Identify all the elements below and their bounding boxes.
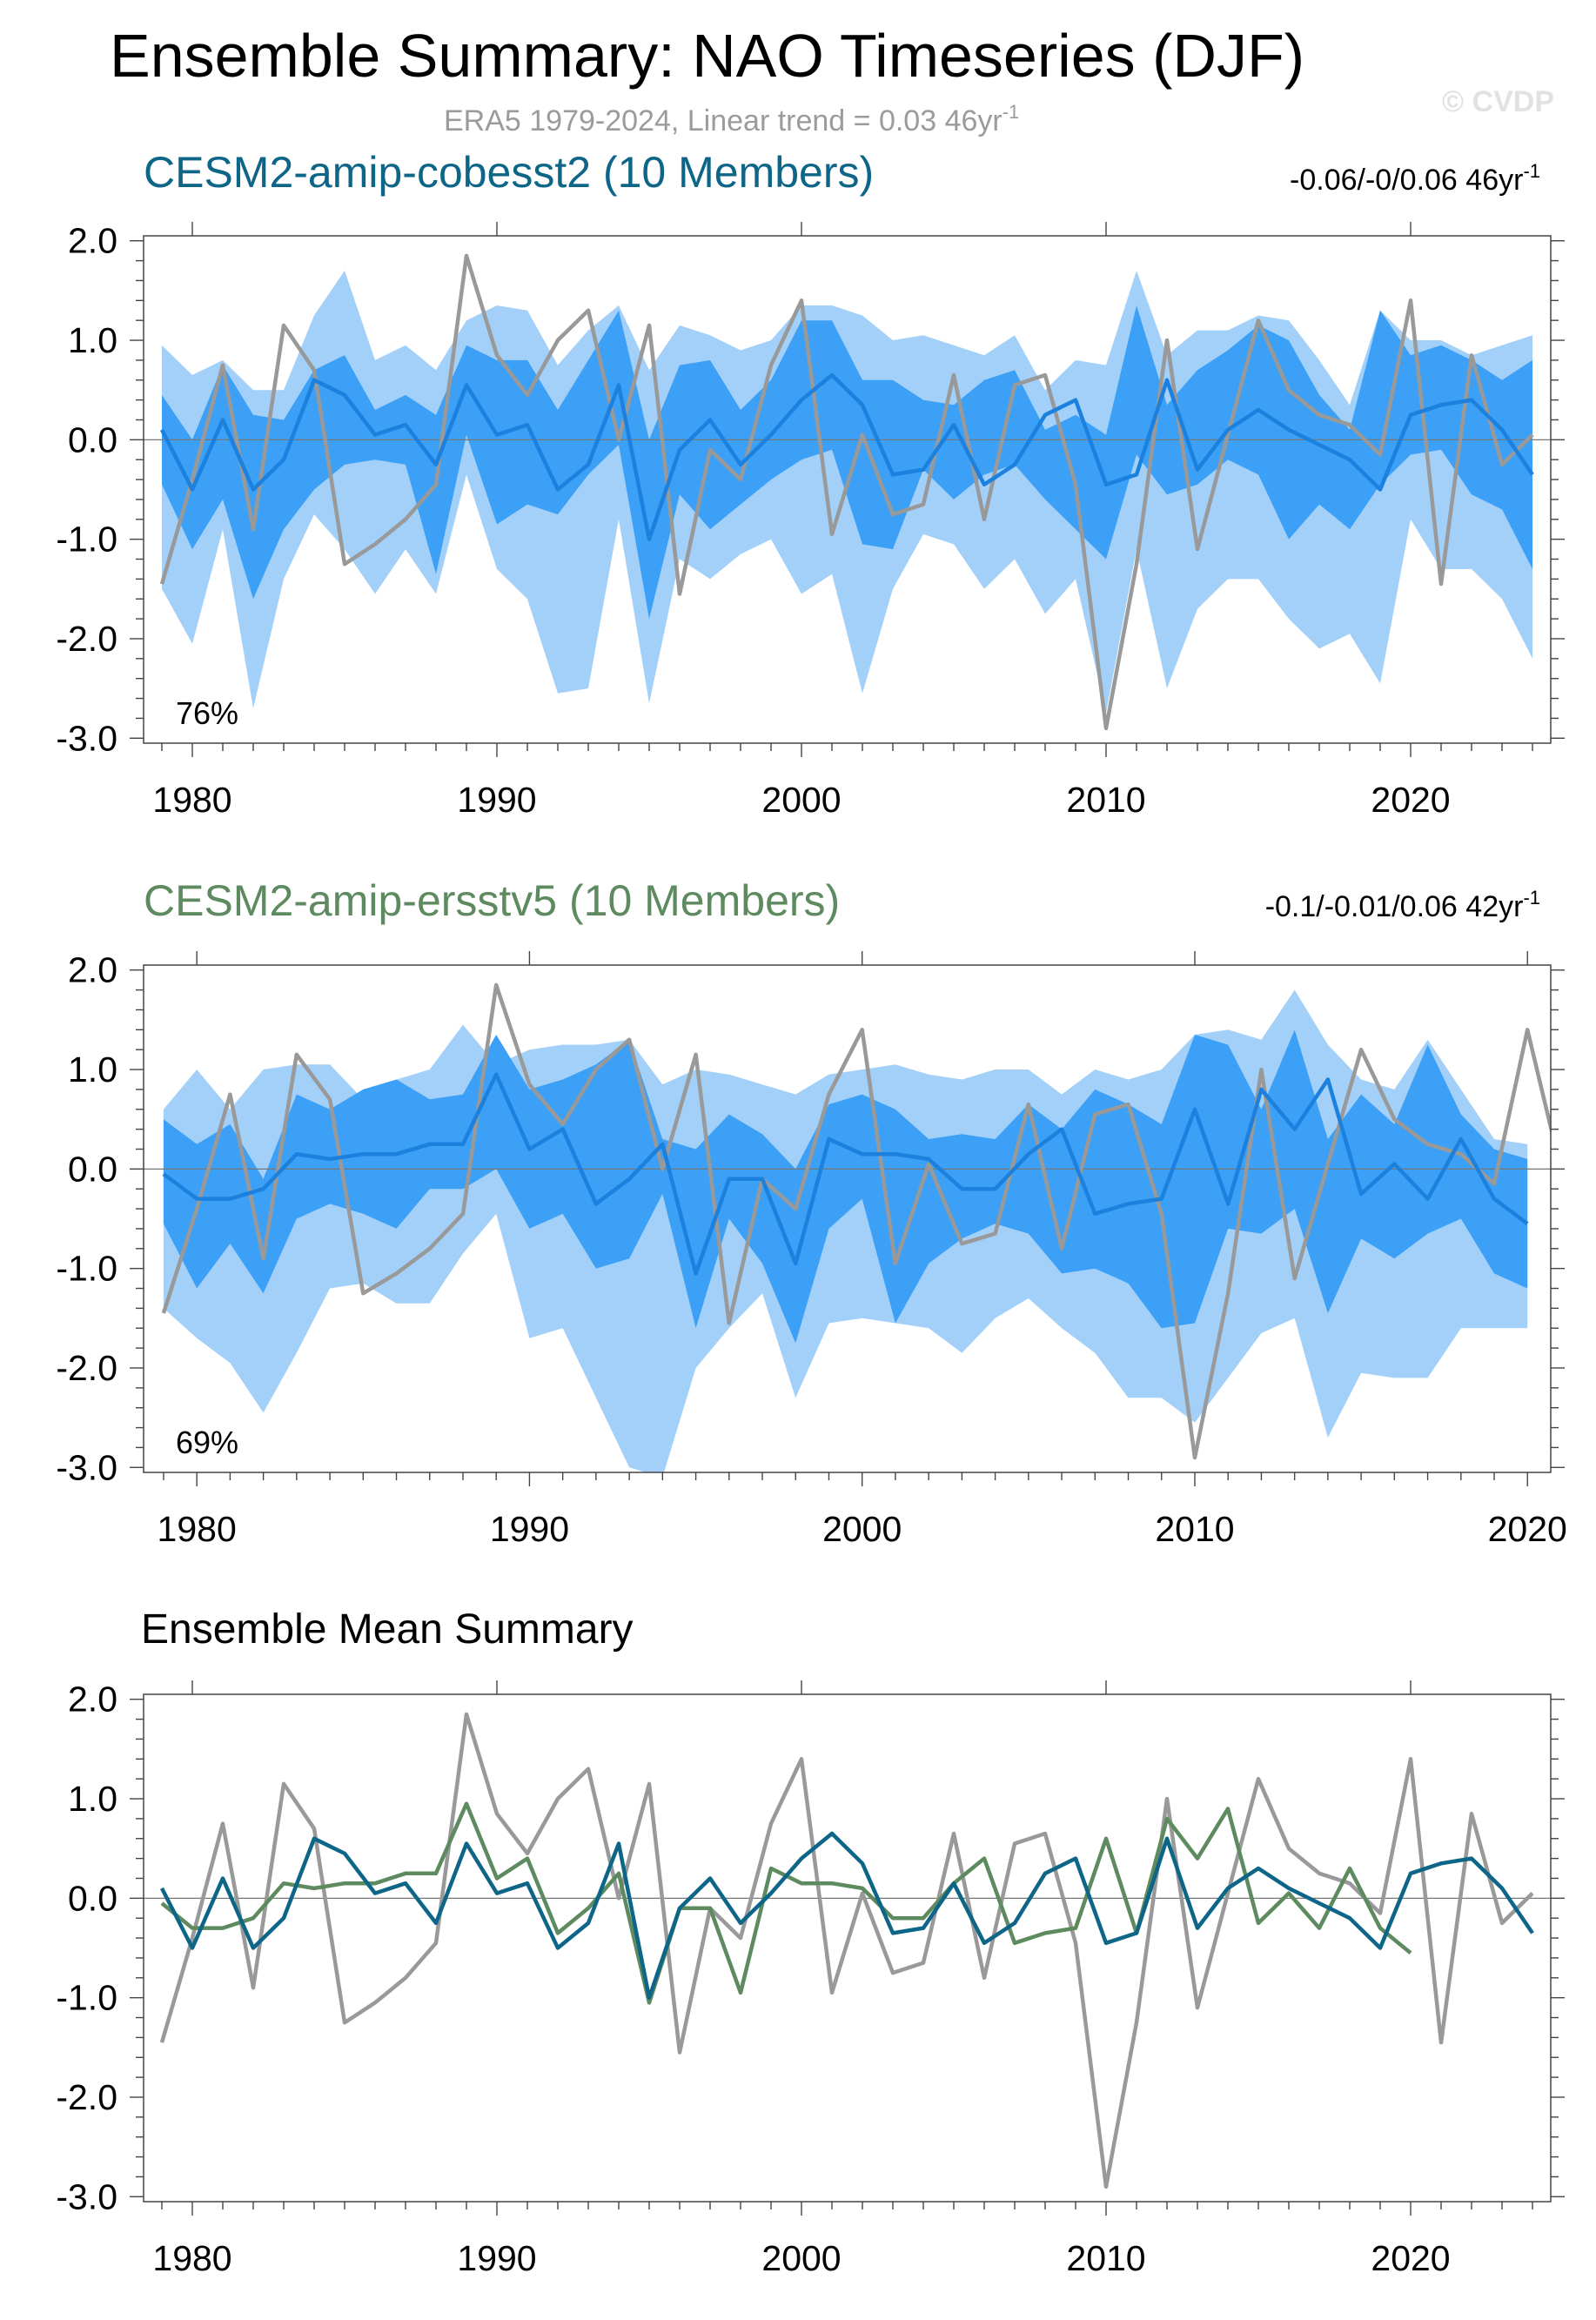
y-tick-label: 0.0 (68, 1149, 117, 1189)
plot-area (144, 1712, 1551, 2189)
panel-ensemble-mean: 1980 1990 2000 2010 2020 2.0 1.0 0.0 -1.0 -2.0 -3.… (56, 1606, 1565, 2278)
x-tick-label: 2020 (1488, 1509, 1567, 1549)
plot-frame (143, 235, 1552, 744)
y-tick-label: 1.0 (68, 320, 117, 360)
y-tick-label: 2.0 (68, 1680, 117, 1720)
ensemble-mean-line (159, 372, 1534, 541)
x-tick-label: 2010 (1155, 1509, 1234, 1549)
panel-title: CESM2-amip-ersstv5 (10 Members) (144, 876, 840, 925)
plot-area (144, 982, 1551, 1472)
obs-line (161, 982, 1551, 1460)
panel-ersstv5: 1980 1990 2000 2010 2020 2.0 1.0 0.0 -1.0 -2.0 -3.… (56, 876, 1567, 1549)
plot-frame (143, 964, 1552, 1473)
obs-line (159, 253, 1534, 731)
y-tick-label: -2.0 (56, 2077, 117, 2117)
y-tick-label: -3.0 (56, 718, 117, 758)
trend-range-sup: -1 (1523, 160, 1540, 182)
x-tick-label: 2000 (761, 780, 841, 820)
panel-title: CESM2-amip-cobesst2 (10 Members) (144, 148, 874, 197)
y-tick-label: -1.0 (56, 1978, 117, 2018)
x-tick-label: 2000 (822, 1509, 902, 1549)
x-tick-label: 1990 (457, 2238, 536, 2278)
figure-title: Ensemble Summary: NAO Timeseries (DJF) (110, 22, 1304, 90)
plot-area (144, 253, 1551, 731)
ensemble-mean-line (162, 1072, 1529, 1276)
y-tick-label: -2.0 (56, 619, 117, 659)
spread-band-inner (163, 1029, 1528, 1344)
x-tick-label: 1980 (152, 780, 231, 820)
y-tick-label: 2.0 (68, 950, 117, 990)
spread-band-inner (162, 305, 1532, 620)
x-tick-label: 1980 (152, 2238, 231, 2278)
y-tick-label: -3.0 (56, 2176, 117, 2216)
panel-cobesst2: 1980 1990 2000 2010 2020 2.0 1.0 0.0 -1.0 -2.0 -3.… (56, 148, 1565, 820)
y-tick-label: 0.0 (68, 1878, 117, 1918)
panel-title: Ensemble Mean Summary (141, 1606, 634, 1653)
figure-subtitle: ERA5 1979-2024, Linear trend = 0.03 46yr… (444, 101, 1019, 137)
x-tick-label: 2020 (1371, 2238, 1450, 2278)
x-tick-label: 1990 (490, 1509, 569, 1549)
percent-label: 69% (176, 1425, 238, 1460)
x-tick-label: 2010 (1066, 780, 1145, 820)
y-tick-label: 2.0 (68, 221, 117, 261)
trend-range-sup: -1 (1523, 887, 1540, 909)
y-tick-label: -2.0 (56, 1348, 117, 1388)
y-tick-label: 1.0 (68, 1779, 117, 1819)
y-tick-label: -3.0 (56, 1447, 117, 1487)
trend-range-label: -0.1/-0.01/0.06 42yr-1 (1265, 887, 1540, 923)
trend-range-text: -0.06/-0/0.06 46yr (1290, 164, 1523, 197)
y-tick-label: -1.0 (56, 520, 117, 560)
y-tick-label: -1.0 (56, 1249, 117, 1289)
percent-label: 76% (176, 695, 238, 731)
y-tick-label: 1.0 (68, 1049, 117, 1090)
obs-line (159, 1712, 1534, 2189)
x-tick-label: 1980 (158, 1509, 237, 1549)
figure-subtitle-sup: -1 (1003, 101, 1020, 123)
x-tick-label: 2020 (1371, 780, 1450, 820)
trend-range-label: -0.06/-0/0.06 46yr-1 (1290, 160, 1540, 197)
cobesst2-mean-line (159, 1831, 1534, 2000)
figure-subtitle-text: ERA5 1979-2024, Linear trend = 0.03 46yr (444, 104, 1003, 137)
y-tick-label: 0.0 (68, 419, 117, 459)
watermark: © CVDP (1442, 85, 1554, 118)
x-tick-label: 2000 (761, 2238, 841, 2278)
trend-range-text: -0.1/-0.01/0.06 42yr (1265, 890, 1524, 923)
x-tick-label: 2010 (1066, 2238, 1145, 2278)
x-tick-label: 1990 (457, 780, 536, 820)
plot-frame (143, 1693, 1552, 2203)
